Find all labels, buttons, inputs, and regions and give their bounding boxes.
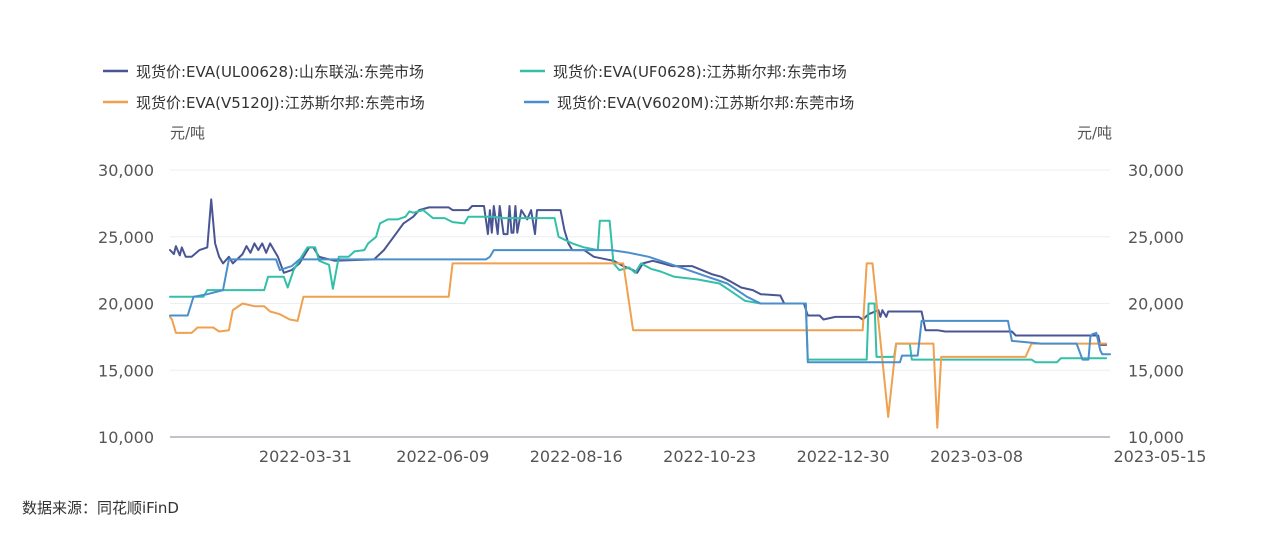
- gridlines: [170, 169, 1110, 438]
- x-axis: 2022-03-31 2022-06-09 2022-08-16 2022-10-23…: [259, 447, 1207, 466]
- y-axis-left: 30,000 25,000 20,000 15,000 10,000: [98, 161, 154, 447]
- x-tick-label: 2023-03-08: [930, 447, 1023, 466]
- right-axis-unit: 元/吨: [1077, 124, 1112, 142]
- series-line-1[interactable]: [169, 198, 1108, 346]
- x-tick-label: 2022-06-09: [396, 447, 489, 466]
- y-tick-label-left: 30,000: [98, 161, 154, 180]
- y-tick-label-left: 25,000: [98, 228, 154, 247]
- legend-label[interactable]: 现货价:EVA(UF0628):江苏斯尔邦:东莞市场: [553, 63, 847, 81]
- data-source-note: 数据来源：同花顺iFinD: [22, 499, 179, 517]
- y-tick-label-right: 10,000: [1128, 428, 1184, 447]
- x-tick-label: 2023-05-15: [1114, 447, 1207, 466]
- series-line-3[interactable]: [169, 262, 1108, 429]
- y-axis-right: 30,000 25,000 20,000 15,000 10,000: [1128, 161, 1184, 447]
- y-tick-label-left: 20,000: [98, 295, 154, 314]
- y-tick-label-left: 10,000: [98, 428, 154, 447]
- y-tick-label-left: 15,000: [98, 361, 154, 380]
- x-tick-label: 2022-10-23: [663, 447, 756, 466]
- series-group[interactable]: [169, 198, 1111, 429]
- legend-label[interactable]: 现货价:EVA(UL00628):山东联泓:东莞市场: [136, 63, 424, 81]
- y-tick-label-right: 25,000: [1128, 228, 1184, 247]
- y-tick-label-right: 20,000: [1128, 295, 1184, 314]
- series-line-4[interactable]: [169, 249, 1111, 364]
- legend-label[interactable]: 现货价:EVA(V6020M):江苏斯尔邦:东莞市场: [557, 94, 854, 112]
- legend[interactable]: 现货价:EVA(UL00628):山东联泓:东莞市场 现货价:EVA(UF0628…: [103, 63, 854, 112]
- series-line-2[interactable]: [169, 209, 1108, 364]
- x-tick-label: 2022-12-30: [797, 447, 890, 466]
- left-axis-unit: 元/吨: [170, 124, 205, 142]
- y-tick-label-right: 30,000: [1128, 161, 1184, 180]
- legend-label[interactable]: 现货价:EVA(V5120J):江苏斯尔邦:东莞市场: [136, 94, 425, 112]
- x-tick-label: 2022-03-31: [259, 447, 352, 466]
- x-tick-label: 2022-08-16: [530, 447, 623, 466]
- y-tick-label-right: 15,000: [1128, 361, 1184, 380]
